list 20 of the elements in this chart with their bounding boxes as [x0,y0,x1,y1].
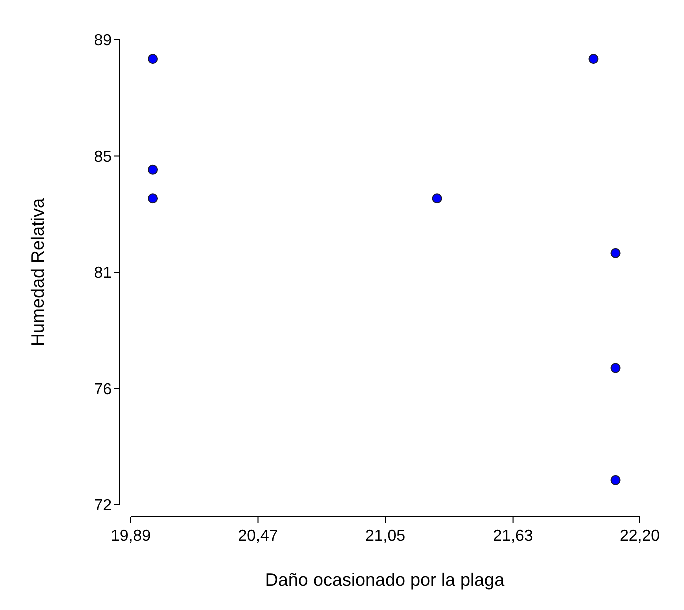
point [432,194,442,204]
x-tick-label: 21,05 [365,528,406,545]
y-tick-label: 76 [94,381,112,398]
x-tick-label: 19,89 [110,528,152,545]
y-axis-title: Humedad Relativa [28,197,48,347]
y-tick-label: 72 [94,498,112,515]
y-tick-label: 89 [94,32,112,50]
x-axis-title: Daño ocasionado por la plaga [265,570,506,590]
y-tick-label: 85 [94,148,112,166]
x-tick-label: 20,47 [238,528,278,545]
x-tick-label: 21,63 [493,528,534,545]
point [588,54,599,64]
point [148,194,158,204]
point [148,164,158,175]
point [610,363,621,374]
y-tick-label: 81 [94,265,112,282]
x-tick-label: 22,20 [620,528,660,545]
point [610,475,621,486]
point [610,248,621,258]
point [148,54,158,64]
